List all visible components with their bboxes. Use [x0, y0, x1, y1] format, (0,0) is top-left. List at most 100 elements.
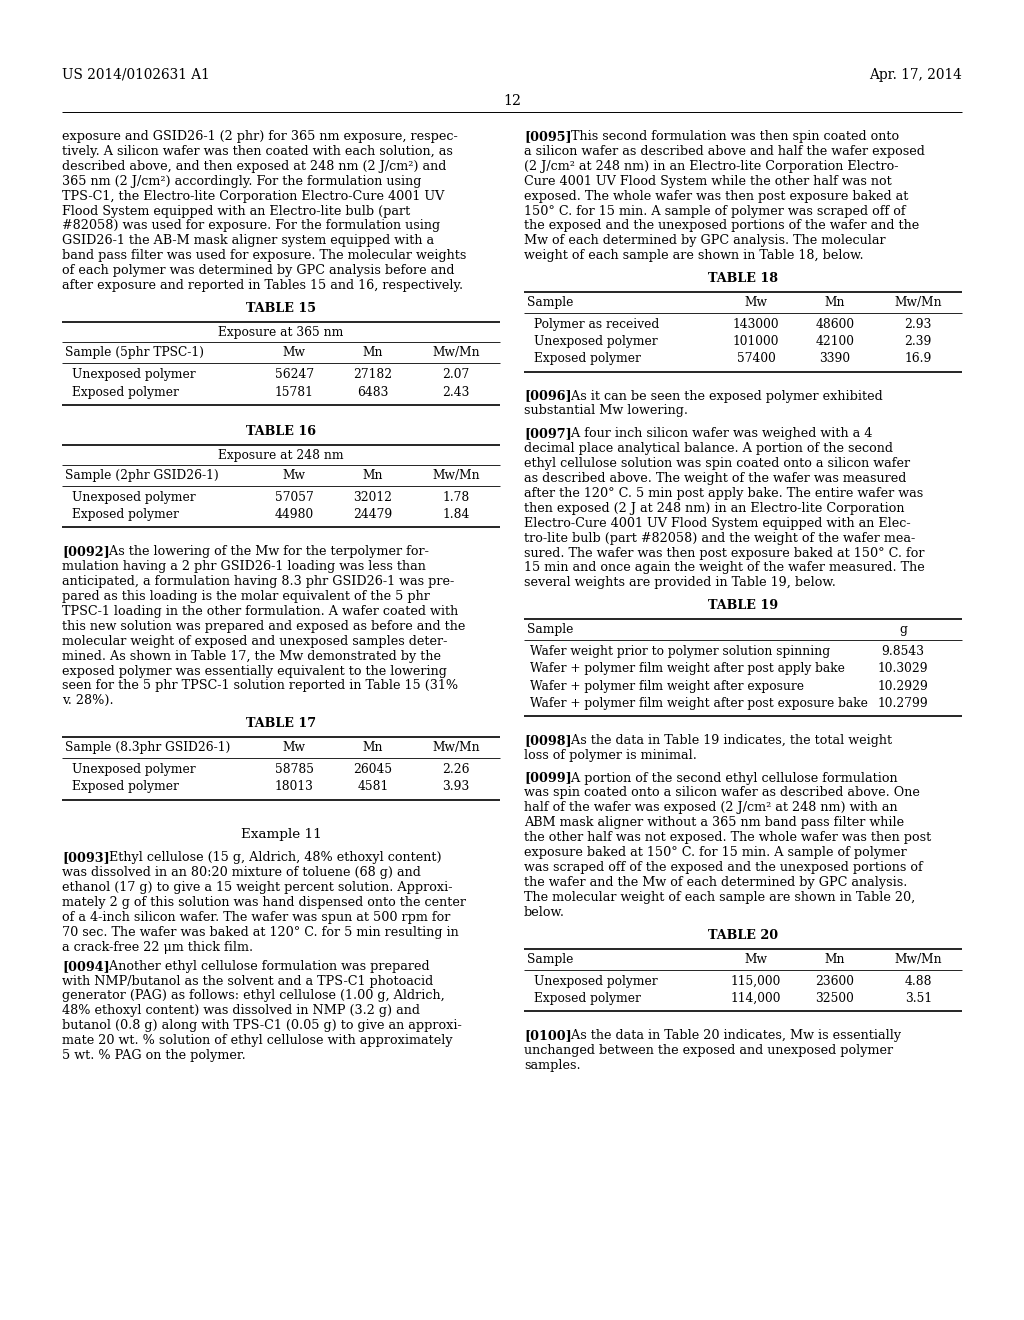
Text: 2.26: 2.26 — [442, 763, 470, 776]
Text: 9.8543: 9.8543 — [882, 645, 925, 659]
Text: with NMP/butanol as the solvent and a TPS-C1 photoacid: with NMP/butanol as the solvent and a TP… — [62, 974, 433, 987]
Text: Wafer + polymer film weight after exposure: Wafer + polymer film weight after exposu… — [530, 680, 804, 693]
Text: Unexposed polymer: Unexposed polymer — [72, 763, 196, 776]
Text: [0096]: [0096] — [524, 389, 571, 403]
Text: mately 2 g of this solution was hand dispensed onto the center: mately 2 g of this solution was hand dis… — [62, 896, 466, 909]
Text: As it can be seen the exposed polymer exhibited: As it can be seen the exposed polymer ex… — [559, 389, 883, 403]
Text: Unexposed polymer: Unexposed polymer — [72, 491, 196, 504]
Text: ethanol (17 g) to give a 15 weight percent solution. Approxi-: ethanol (17 g) to give a 15 weight perce… — [62, 882, 453, 894]
Text: was dissolved in an 80:20 mixture of toluene (68 g) and: was dissolved in an 80:20 mixture of tol… — [62, 866, 421, 879]
Text: Sample: Sample — [527, 953, 573, 965]
Text: exposed polymer was essentially equivalent to the lowering: exposed polymer was essentially equivale… — [62, 664, 446, 677]
Text: generator (PAG) as follows: ethyl cellulose (1.00 g, Aldrich,: generator (PAG) as follows: ethyl cellul… — [62, 990, 444, 1002]
Text: butanol (0.8 g) along with TPS-C1 (0.05 g) to give an approxi-: butanol (0.8 g) along with TPS-C1 (0.05 … — [62, 1019, 462, 1032]
Text: Wafer + polymer film weight after post exposure bake: Wafer + polymer film weight after post e… — [530, 697, 868, 710]
Text: described above, and then exposed at 248 nm (2 J/cm²) and: described above, and then exposed at 248… — [62, 160, 446, 173]
Text: mined. As shown in Table 17, the Mᴡ demonstrated by the: mined. As shown in Table 17, the Mᴡ demo… — [62, 649, 441, 663]
Text: anticipated, a formulation having 8.3 phr GSID26-1 was pre-: anticipated, a formulation having 8.3 ph… — [62, 576, 455, 589]
Text: below.: below. — [524, 906, 565, 919]
Text: tro-lite bulb (part #82058) and the weight of the wafer mea-: tro-lite bulb (part #82058) and the weig… — [524, 532, 915, 545]
Text: substantial Mᴡ lowering.: substantial Mᴡ lowering. — [524, 404, 688, 417]
Text: 48600: 48600 — [815, 318, 855, 331]
Text: molecular weight of exposed and unexposed samples deter-: molecular weight of exposed and unexpose… — [62, 635, 447, 648]
Text: 18013: 18013 — [274, 780, 313, 793]
Text: 42100: 42100 — [815, 335, 854, 348]
Text: exposure baked at 150° C. for 15 min. A sample of polymer: exposure baked at 150° C. for 15 min. A … — [524, 846, 906, 859]
Text: 70 sec. The wafer was baked at 120° C. for 5 min resulting in: 70 sec. The wafer was baked at 120° C. f… — [62, 925, 459, 939]
Text: mulation having a 2 phr GSID26-1 loading was less than: mulation having a 2 phr GSID26-1 loading… — [62, 560, 426, 573]
Text: this new solution was prepared and exposed as before and the: this new solution was prepared and expos… — [62, 620, 465, 632]
Text: 2.07: 2.07 — [442, 368, 470, 381]
Text: 26045: 26045 — [353, 763, 392, 776]
Text: 365 nm (2 J/cm²) accordingly. For the formulation using: 365 nm (2 J/cm²) accordingly. For the fo… — [62, 174, 421, 187]
Text: 10.2799: 10.2799 — [878, 697, 928, 710]
Text: Unexposed polymer: Unexposed polymer — [534, 335, 657, 348]
Text: TPS-C1, the Electro-lite Corporation Electro-Cure 4001 UV: TPS-C1, the Electro-lite Corporation Ele… — [62, 190, 444, 202]
Text: 12: 12 — [503, 94, 521, 108]
Text: TABLE 17: TABLE 17 — [246, 717, 316, 730]
Text: Mn: Mn — [824, 953, 845, 965]
Text: Exposure at 248 nm: Exposure at 248 nm — [218, 449, 344, 462]
Text: the wafer and the Mw of each determined by GPC analysis.: the wafer and the Mw of each determined … — [524, 876, 907, 888]
Text: 23600: 23600 — [815, 974, 854, 987]
Text: Mn: Mn — [362, 469, 383, 482]
Text: Polymer as received: Polymer as received — [534, 318, 659, 331]
Text: after the 120° C. 5 min post apply bake. The entire wafer was: after the 120° C. 5 min post apply bake.… — [524, 487, 924, 500]
Text: 115,000: 115,000 — [731, 974, 781, 987]
Text: weight of each sample are shown in Table 18, below.: weight of each sample are shown in Table… — [524, 249, 863, 263]
Text: 4.88: 4.88 — [904, 974, 932, 987]
Text: 4581: 4581 — [357, 780, 388, 793]
Text: ABM mask aligner without a 365 nm band pass filter while: ABM mask aligner without a 365 nm band p… — [524, 816, 904, 829]
Text: of each polymer was determined by GPC analysis before and: of each polymer was determined by GPC an… — [62, 264, 455, 277]
Text: 2.39: 2.39 — [904, 335, 932, 348]
Text: Apr. 17, 2014: Apr. 17, 2014 — [869, 69, 962, 82]
Text: [0099]: [0099] — [524, 772, 571, 784]
Text: Ethyl cellulose (15 g, Aldrich, 48% ethoxyl content): Ethyl cellulose (15 g, Aldrich, 48% etho… — [97, 851, 441, 865]
Text: Mw/Mn: Mw/Mn — [432, 469, 480, 482]
Text: 27182: 27182 — [353, 368, 392, 381]
Text: mate 20 wt. % solution of ethyl cellulose with approximately: mate 20 wt. % solution of ethyl cellulos… — [62, 1034, 453, 1047]
Text: TABLE 16: TABLE 16 — [246, 425, 316, 438]
Text: TABLE 20: TABLE 20 — [708, 928, 778, 941]
Text: 44980: 44980 — [274, 508, 313, 521]
Text: Mn: Mn — [824, 296, 845, 309]
Text: TABLE 18: TABLE 18 — [708, 272, 778, 285]
Text: a crack-free 22 μm thick film.: a crack-free 22 μm thick film. — [62, 941, 253, 954]
Text: a silicon wafer as described above and half the wafer exposed: a silicon wafer as described above and h… — [524, 145, 925, 158]
Text: Mw of each determined by GPC analysis. The molecular: Mw of each determined by GPC analysis. T… — [524, 235, 886, 247]
Text: pared as this loading is the molar equivalent of the 5 phr: pared as this loading is the molar equiv… — [62, 590, 430, 603]
Text: Sample: Sample — [527, 296, 573, 309]
Text: Exposure at 365 nm: Exposure at 365 nm — [218, 326, 344, 339]
Text: The molecular weight of each sample are shown in Table 20,: The molecular weight of each sample are … — [524, 891, 915, 904]
Text: (2 J/cm² at 248 nm) in an Electro-lite Corporation Electro-: (2 J/cm² at 248 nm) in an Electro-lite C… — [524, 160, 898, 173]
Text: Exposed polymer: Exposed polymer — [72, 780, 179, 793]
Text: Sample (5phr TPSC-1): Sample (5phr TPSC-1) — [65, 346, 204, 359]
Text: As the data in Table 20 indicates, Mᴡ is essentially: As the data in Table 20 indicates, Mᴡ is… — [559, 1028, 901, 1041]
Text: g: g — [899, 623, 907, 636]
Text: 16.9: 16.9 — [904, 352, 932, 366]
Text: Wafer + polymer film weight after post apply bake: Wafer + polymer film weight after post a… — [530, 663, 845, 676]
Text: 2.43: 2.43 — [442, 385, 470, 399]
Text: Exposed polymer: Exposed polymer — [72, 385, 179, 399]
Text: [0097]: [0097] — [524, 428, 571, 441]
Text: [0100]: [0100] — [524, 1028, 571, 1041]
Text: 5 wt. % PAG on the polymer.: 5 wt. % PAG on the polymer. — [62, 1049, 246, 1063]
Text: Sample (8.3phr GSID26-1): Sample (8.3phr GSID26-1) — [65, 742, 230, 754]
Text: 114,000: 114,000 — [731, 991, 781, 1005]
Text: 6483: 6483 — [357, 385, 389, 399]
Text: Flood System equipped with an Electro-lite bulb (part: Flood System equipped with an Electro-li… — [62, 205, 411, 218]
Text: 48% ethoxyl content) was dissolved in NMP (3.2 g) and: 48% ethoxyl content) was dissolved in NM… — [62, 1005, 420, 1018]
Text: Mw: Mw — [283, 742, 305, 754]
Text: Mw: Mw — [283, 469, 305, 482]
Text: This second formulation was then spin coated onto: This second formulation was then spin co… — [559, 129, 899, 143]
Text: the other half was not exposed. The whole wafer was then post: the other half was not exposed. The whol… — [524, 832, 931, 845]
Text: 32500: 32500 — [815, 991, 854, 1005]
Text: Mw/Mn: Mw/Mn — [432, 742, 480, 754]
Text: 15781: 15781 — [274, 385, 313, 399]
Text: GSID26-1 the AB-M mask aligner system equipped with a: GSID26-1 the AB-M mask aligner system eq… — [62, 235, 434, 247]
Text: v. 28%).: v. 28%). — [62, 694, 114, 708]
Text: Mw: Mw — [744, 296, 768, 309]
Text: TPSC-1 loading in the other formulation. A wafer coated with: TPSC-1 loading in the other formulation.… — [62, 605, 459, 618]
Text: A four inch silicon wafer was weighed with a 4: A four inch silicon wafer was weighed wi… — [559, 428, 872, 441]
Text: was scraped off of the exposed and the unexposed portions of: was scraped off of the exposed and the u… — [524, 861, 923, 874]
